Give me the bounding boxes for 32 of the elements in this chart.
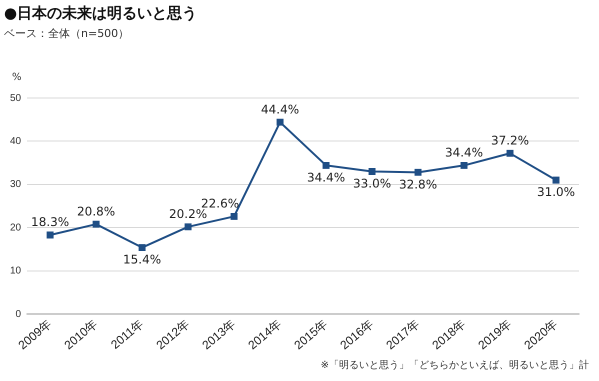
point	[230, 212, 238, 220]
data-label: 34.4%	[444, 146, 484, 160]
chart-title: ●日本の未来は明るいと思う	[4, 4, 198, 23]
point	[46, 232, 54, 238]
text: ※「明るいと思う」「どちらかといえば、明るいと思う」計	[320, 358, 589, 372]
data-label: 44.4%	[261, 102, 300, 116]
point	[552, 176, 560, 184]
data-label: 32.8%	[398, 177, 438, 192]
point	[92, 220, 100, 228]
point	[322, 162, 330, 169]
point	[506, 150, 514, 157]
y-tick-label: 20	[10, 222, 22, 234]
point	[184, 223, 192, 230]
y-tick-label: 0	[16, 308, 22, 320]
y-tick-label: 50	[10, 92, 22, 104]
data-label: 33.0%	[352, 176, 392, 191]
data-label: 15.4%	[123, 252, 162, 267]
data-label: 31.0%	[536, 185, 576, 200]
point	[414, 168, 422, 176]
point	[368, 168, 376, 175]
y-tick-label: 30	[10, 179, 22, 190]
data-label: 34.4%	[306, 170, 346, 185]
point	[138, 244, 146, 252]
y-tick-label: 10	[10, 266, 22, 277]
data-label: 18.3%	[31, 215, 70, 230]
point	[276, 118, 284, 126]
y-tick-label: 40	[10, 136, 22, 147]
data-label: 37.2%	[490, 133, 530, 148]
chart-subtitle: ベース：全体（n=500）	[4, 26, 130, 41]
point	[460, 162, 468, 169]
data-label: 20.8%	[77, 204, 116, 218]
y-axis-title: %	[12, 72, 22, 83]
